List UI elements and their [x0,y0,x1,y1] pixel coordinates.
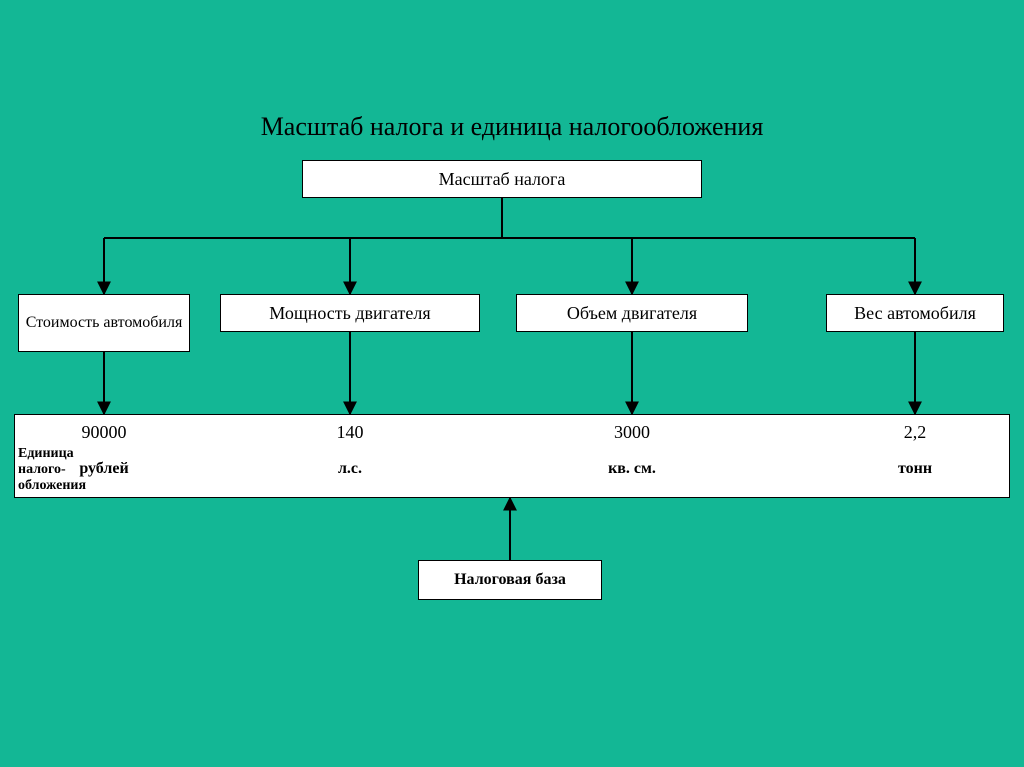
node-engine-power: Мощность двигателя [220,294,480,332]
data-value-3: 2,2 [855,422,975,443]
data-value-0: 90000 [44,422,164,443]
data-unit-1: л.с. [290,460,410,478]
node-car-weight: Вес автомобиля [826,294,1004,332]
data-unit-0: рублей [44,460,164,478]
node-engine-volume-label: Объем двигателя [567,303,697,324]
node-car-weight-label: Вес автомобиля [854,303,976,324]
node-tax-base-label: Налоговая база [454,571,566,589]
node-tax-scale-label: Масштаб налога [439,169,566,190]
node-tax-scale: Масштаб налога [302,160,702,198]
node-tax-base: Налоговая база [418,560,602,600]
node-engine-volume: Объем двигателя [516,294,748,332]
data-value-1: 140 [290,422,410,443]
data-unit-2: кв. см. [572,460,692,478]
node-car-cost-label: Стоимость автомобиля [26,314,183,332]
connector-lines [0,0,1024,767]
data-value-2: 3000 [572,422,692,443]
data-unit-3: тонн [855,460,975,478]
node-engine-power-label: Мощность двигателя [269,303,430,324]
node-car-cost: Стоимость автомобиля [18,294,190,352]
